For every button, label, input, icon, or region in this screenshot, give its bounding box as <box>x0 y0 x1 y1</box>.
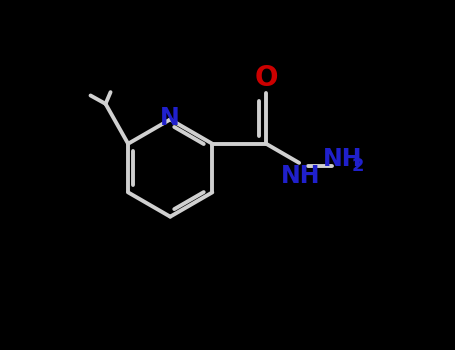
Text: NH: NH <box>281 164 321 188</box>
Text: NH: NH <box>323 147 362 172</box>
Text: 2: 2 <box>351 157 364 175</box>
Text: N: N <box>160 106 180 130</box>
Text: O: O <box>254 64 278 92</box>
